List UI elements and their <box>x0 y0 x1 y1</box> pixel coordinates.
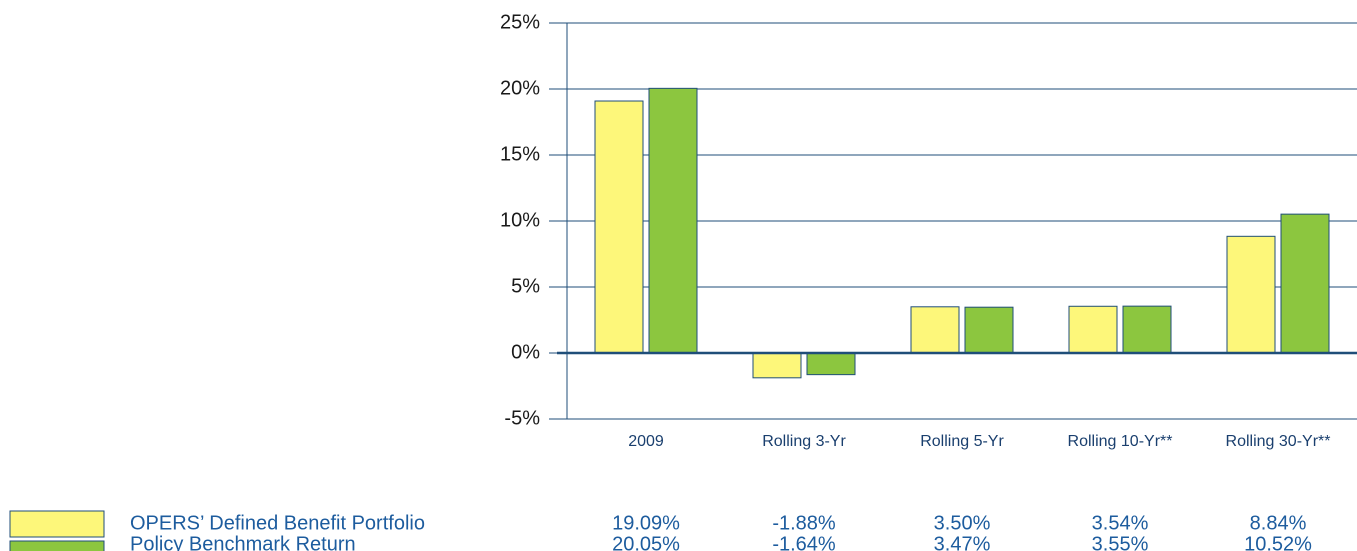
x-tick-label: Rolling 3-Yr <box>762 433 846 450</box>
value-label: 20.05% <box>612 533 680 551</box>
bar <box>964 306 1014 354</box>
bar <box>910 306 960 354</box>
value-label: 3.47% <box>934 533 991 551</box>
x-tick-label: Rolling 10-Yr** <box>1068 433 1173 450</box>
bar <box>1122 305 1172 354</box>
value-label: 8.84% <box>1250 512 1307 534</box>
y-tick-label: 25% <box>500 11 540 33</box>
bar <box>1068 305 1118 354</box>
value-label: 3.55% <box>1092 533 1149 551</box>
value-label: 3.50% <box>934 512 991 534</box>
value-label: -1.88% <box>772 512 836 534</box>
legend-label: OPERS’ Defined Benefit Portfolio <box>130 512 425 534</box>
value-label: 3.54% <box>1092 512 1149 534</box>
legend-label: Policy Benchmark Return <box>130 533 356 551</box>
bar <box>648 87 698 354</box>
y-tick-label: 15% <box>500 143 540 165</box>
legend-swatch <box>9 510 105 538</box>
y-tick-label: 5% <box>511 275 540 297</box>
y-tick-label: 10% <box>500 209 540 231</box>
y-tick-label: 20% <box>500 77 540 99</box>
bar <box>594 100 644 354</box>
value-label: 19.09% <box>612 512 680 534</box>
y-tick-label: 0% <box>511 341 540 363</box>
value-label: -1.64% <box>772 533 836 551</box>
bar <box>806 352 856 376</box>
value-label: 10.52% <box>1244 533 1312 551</box>
x-tick-label: Rolling 5-Yr <box>920 433 1004 450</box>
x-tick-label: 2009 <box>628 433 664 450</box>
bar <box>1280 213 1330 354</box>
bar <box>1226 235 1276 354</box>
x-tick-label: Rolling 30-Yr** <box>1226 433 1331 450</box>
legend-swatch <box>9 540 105 551</box>
bar <box>752 352 802 379</box>
y-tick-label: -5% <box>504 407 540 429</box>
